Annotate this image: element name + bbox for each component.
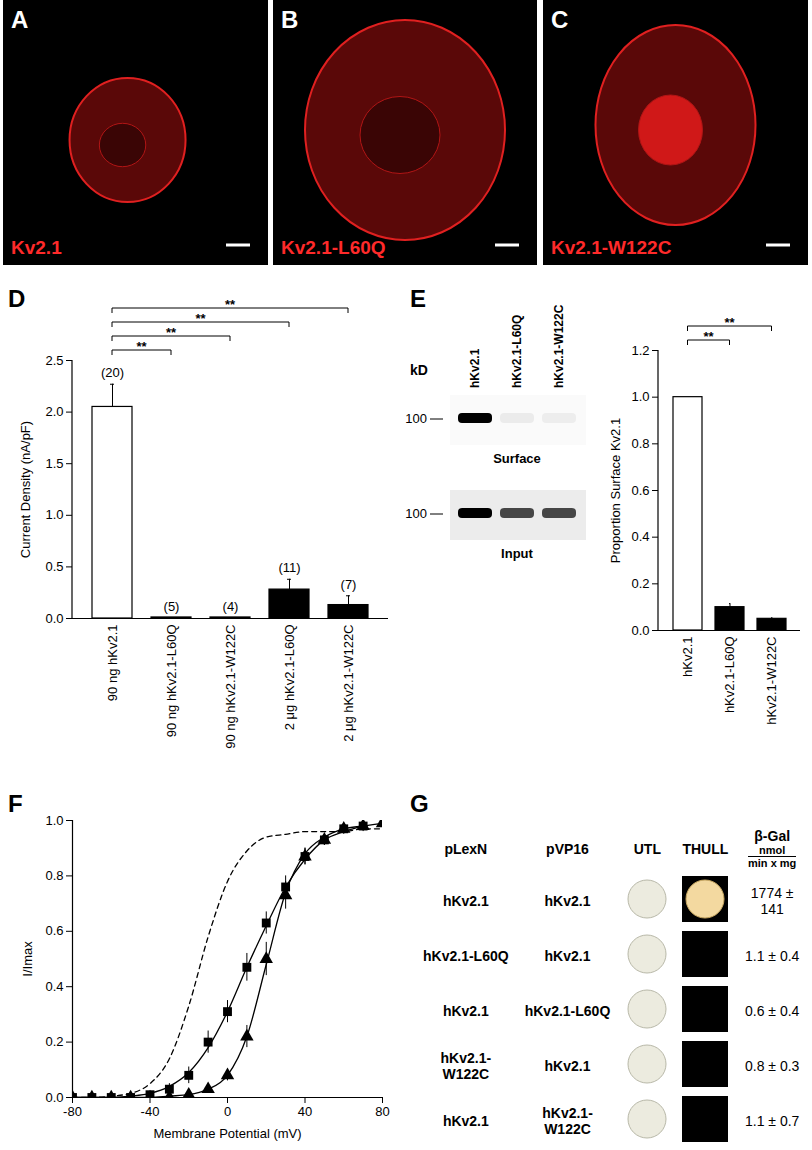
svg-text:(4): (4) <box>223 599 239 614</box>
html-text:hKv2.1: hKv2.1 <box>442 1002 489 1019</box>
html-text:C: C <box>551 6 569 33</box>
html-text:Kv2.1: Kv2.1 <box>11 237 62 258</box>
html-text:A: A <box>11 6 29 33</box>
svg-text:kD: kD <box>410 362 428 378</box>
html-text:β-Gal: β-Gal <box>754 828 791 844</box>
html-text:B: B <box>281 6 299 33</box>
html-text:E: E <box>410 285 426 312</box>
svg-text:1.0: 1.0 <box>45 507 63 522</box>
html-text:hKv2.1-W122C: hKv2.1-W122C <box>440 1049 492 1082</box>
svg-text:hKv2.1-W122C: hKv2.1-W122C <box>764 637 779 725</box>
html-text:1.1 ± 0.7: 1.1 ± 0.7 <box>745 1112 800 1129</box>
svg-text:Current Density (nA/pF): Current Density (nA/pF) <box>18 421 33 558</box>
svg-text:-80: -80 <box>63 1104 82 1119</box>
svg-text:0.2: 0.2 <box>631 576 649 591</box>
html-text:Kv2.1-L60Q: Kv2.1-L60Q <box>281 237 386 258</box>
html-text:pVP16: pVP16 <box>546 841 589 857</box>
svg-text:90 ng hKv2.1-L60Q: 90 ng hKv2.1-L60Q <box>164 625 179 738</box>
svg-text:90 ng hKv2.1: 90 ng hKv2.1 <box>105 625 120 702</box>
html-text:D: D <box>8 285 26 312</box>
svg-text:1.5: 1.5 <box>45 456 63 471</box>
svg-text:80: 80 <box>375 1104 389 1119</box>
svg-text:I/Imax: I/Imax <box>20 941 35 977</box>
svg-text:**: ** <box>195 311 206 326</box>
html-text:Kv2.1-W122C: Kv2.1-W122C <box>551 237 672 258</box>
svg-text:hKv2.1-L60Q: hKv2.1-L60Q <box>510 315 524 388</box>
html-text:THULL: THULL <box>682 841 729 857</box>
html-text:hKv2.1: hKv2.1 <box>442 892 489 909</box>
html-text:hKv2.1-W122C: hKv2.1-W122C <box>542 1104 593 1137</box>
html-text:nmol: nmol <box>759 844 786 856</box>
svg-text:0.8: 0.8 <box>45 868 63 883</box>
svg-text:0.6: 0.6 <box>45 923 63 938</box>
svg-text:(11): (11) <box>278 560 300 575</box>
svg-text:**: ** <box>225 297 236 312</box>
html-text:UTL: UTL <box>633 841 661 857</box>
svg-text:-40: -40 <box>141 1104 160 1119</box>
svg-text:hKv2.1: hKv2.1 <box>680 637 695 677</box>
svg-text:2.0: 2.0 <box>45 404 63 419</box>
svg-text:100: 100 <box>405 506 427 521</box>
html-text:0.8 ± 0.3: 0.8 ± 0.3 <box>745 1057 800 1074</box>
svg-text:2 μg hKv2.1-W122C: 2 μg hKv2.1-W122C <box>341 625 356 742</box>
html-text:F: F <box>8 790 23 817</box>
html-text:min x mg: min x mg <box>748 857 797 869</box>
svg-text:hKv2.1-W122C: hKv2.1-W122C <box>552 304 566 388</box>
html-text:1.1 ± 0.4: 1.1 ± 0.4 <box>745 947 800 964</box>
html-text:hKv2.1: hKv2.1 <box>544 1057 591 1074</box>
svg-text:Membrane Potential (mV): Membrane Potential (mV) <box>153 1126 301 1141</box>
svg-text:**: ** <box>724 315 735 330</box>
svg-text:90 ng hKv2.1-W122C: 90 ng hKv2.1-W122C <box>223 625 238 749</box>
svg-text:2 μg hKv2.1-L60Q: 2 μg hKv2.1-L60Q <box>282 625 297 731</box>
svg-text:0: 0 <box>224 1104 231 1119</box>
svg-text:Surface: Surface <box>493 451 541 466</box>
svg-text:0.8: 0.8 <box>631 436 649 451</box>
html-text:pLexN: pLexN <box>444 841 488 857</box>
svg-text:Proportion Surface Kv2.1: Proportion Surface Kv2.1 <box>608 418 623 563</box>
svg-text:Input: Input <box>501 546 533 561</box>
svg-text:1.0: 1.0 <box>631 389 649 404</box>
svg-text:**: ** <box>703 329 714 344</box>
svg-text:0.4: 0.4 <box>631 529 649 544</box>
html-text:0.6 ± 0.4: 0.6 ± 0.4 <box>745 1002 800 1019</box>
svg-text:(20): (20) <box>101 365 124 380</box>
svg-text:1.0: 1.0 <box>45 813 63 828</box>
svg-text:0.0: 0.0 <box>45 1090 63 1105</box>
svg-text:(5): (5) <box>164 599 180 614</box>
svg-text:1.2: 1.2 <box>631 343 649 358</box>
html-text:hKv2.1: hKv2.1 <box>544 947 591 964</box>
html-text:1774 ± 141: 1774 ± 141 <box>750 884 794 917</box>
svg-text:100: 100 <box>405 411 427 426</box>
svg-text:40: 40 <box>298 1104 312 1119</box>
svg-text:hKv2.1-L60Q: hKv2.1-L60Q <box>722 637 737 714</box>
svg-text:**: ** <box>136 339 147 354</box>
svg-text:0.0: 0.0 <box>45 611 63 626</box>
html-text:hKv2.1: hKv2.1 <box>442 1112 489 1129</box>
svg-text:2.5: 2.5 <box>45 353 63 368</box>
svg-text:0.5: 0.5 <box>45 559 63 574</box>
svg-text:0.6: 0.6 <box>631 483 649 498</box>
svg-text:(7): (7) <box>341 577 357 592</box>
svg-text:0.2: 0.2 <box>45 1034 63 1049</box>
svg-text:**: ** <box>166 325 177 340</box>
svg-text:0.4: 0.4 <box>45 979 63 994</box>
html-text:hKv2.1-L60Q: hKv2.1-L60Q <box>524 1002 611 1019</box>
html-text:hKv2.1-L60Q: hKv2.1-L60Q <box>423 947 509 964</box>
html-text:hKv2.1: hKv2.1 <box>544 892 591 909</box>
html-text:G: G <box>410 790 429 817</box>
svg-text:0.0: 0.0 <box>631 623 649 638</box>
svg-text:hKv2.1: hKv2.1 <box>468 348 482 388</box>
